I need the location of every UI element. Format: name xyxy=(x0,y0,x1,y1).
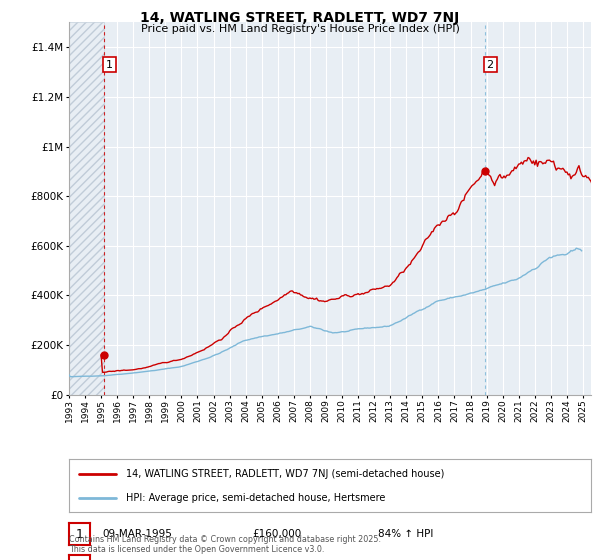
Text: 09-MAR-1995: 09-MAR-1995 xyxy=(102,529,172,539)
Text: 14, WATLING STREET, RADLETT, WD7 7NJ (semi-detached house): 14, WATLING STREET, RADLETT, WD7 7NJ (se… xyxy=(127,469,445,479)
Text: 84% ↑ HPI: 84% ↑ HPI xyxy=(378,529,433,539)
Text: Contains HM Land Registry data © Crown copyright and database right 2025.
This d: Contains HM Land Registry data © Crown c… xyxy=(69,535,381,554)
Text: 14, WATLING STREET, RADLETT, WD7 7NJ: 14, WATLING STREET, RADLETT, WD7 7NJ xyxy=(140,11,460,25)
Text: 2: 2 xyxy=(487,59,494,69)
Text: Price paid vs. HM Land Registry's House Price Index (HPI): Price paid vs. HM Land Registry's House … xyxy=(140,24,460,34)
Text: 1: 1 xyxy=(106,59,113,69)
Bar xyxy=(69,22,104,395)
Text: HPI: Average price, semi-detached house, Hertsmere: HPI: Average price, semi-detached house,… xyxy=(127,492,386,502)
Text: 1: 1 xyxy=(76,528,83,540)
Text: £160,000: £160,000 xyxy=(252,529,301,539)
